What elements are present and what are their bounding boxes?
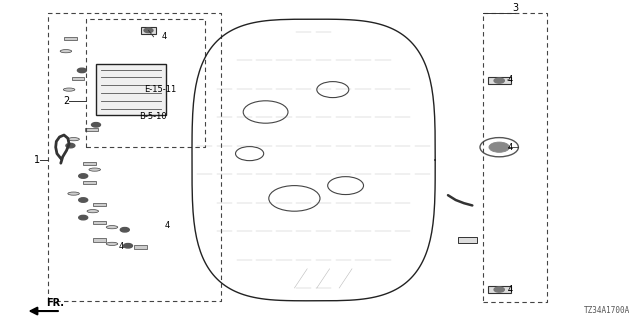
Text: 4: 4 [508,285,513,294]
Ellipse shape [106,242,118,245]
Circle shape [79,174,88,178]
Text: 3: 3 [512,4,518,13]
Circle shape [66,143,75,148]
Text: E-15-11: E-15-11 [144,85,176,94]
Bar [93,221,106,224]
Bar [64,37,77,40]
Bar [93,203,106,206]
Text: 4: 4 [508,143,513,152]
Circle shape [144,28,153,33]
Text: 4: 4 [161,32,166,41]
Bar [458,237,477,243]
Text: TZ34A1700A: TZ34A1700A [584,306,630,315]
Circle shape [77,68,86,73]
Circle shape [120,228,129,232]
Bar [83,181,96,184]
Ellipse shape [68,192,79,195]
Ellipse shape [63,88,75,91]
Bar [96,64,166,115]
Circle shape [494,78,504,83]
Bar [488,286,511,293]
Text: 4: 4 [165,221,170,230]
Bar [141,27,156,34]
Bar [488,77,511,84]
Circle shape [489,142,509,152]
Ellipse shape [106,226,118,229]
Text: 2: 2 [63,96,69,106]
Text: FR.: FR. [46,298,64,308]
Text: 4: 4 [118,242,124,251]
Ellipse shape [87,210,99,213]
Ellipse shape [60,50,72,53]
Text: 1: 1 [33,155,40,165]
Ellipse shape [68,138,79,141]
Bar [93,238,106,242]
Ellipse shape [89,168,100,171]
Circle shape [92,123,100,127]
Circle shape [124,244,132,248]
Bar [72,77,84,80]
Bar [134,245,147,249]
Text: B-5-10: B-5-10 [140,112,167,121]
Bar [85,128,98,131]
Text: 4: 4 [508,76,513,84]
Circle shape [79,215,88,220]
Circle shape [79,198,88,202]
Circle shape [494,287,504,292]
Bar [83,162,96,165]
